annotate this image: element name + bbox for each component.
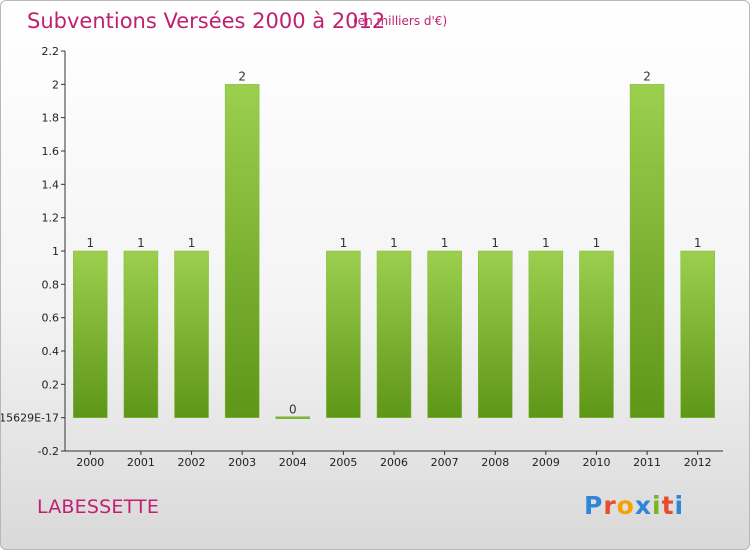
data-label-2003: 2 — [238, 69, 246, 83]
x-tick-label-2005: 2005 — [329, 456, 357, 469]
bar-2006 — [376, 250, 412, 418]
commune-name: LABESSETTE — [37, 496, 160, 518]
logo-letter: o — [616, 491, 635, 520]
x-tick-label-2001: 2001 — [127, 456, 155, 469]
bar-2009 — [528, 250, 564, 418]
bar-2004 — [275, 416, 311, 419]
data-label-2001: 1 — [137, 236, 145, 250]
bar-2007 — [427, 250, 462, 418]
data-label-2008: 1 — [491, 236, 499, 250]
x-tick-label-2008: 2008 — [481, 456, 509, 469]
bar-2012 — [680, 250, 715, 418]
y-tick-label: 1.2 — [42, 212, 60, 225]
y-tick-label: 2.2 — [42, 45, 60, 58]
y-tick-label: 1.4 — [42, 178, 60, 191]
y-tick-label: 0.6 — [42, 312, 60, 325]
y-tick-label: -15629E-17 — [1, 412, 59, 425]
logo-letter: P — [584, 491, 604, 520]
x-tick-label-2006: 2006 — [380, 456, 408, 469]
data-label-2012: 1 — [694, 236, 702, 250]
bar-2010 — [579, 250, 614, 418]
y-tick-label: -0.2 — [38, 445, 59, 458]
logo-letter: r — [603, 491, 617, 520]
x-tick-label-2011: 2011 — [633, 456, 661, 469]
y-tick-label: 2 — [52, 78, 59, 91]
y-tick-label: 0.4 — [42, 345, 60, 358]
x-tick-label-2004: 2004 — [279, 456, 307, 469]
bar-2008 — [477, 250, 513, 418]
logo-letter: i — [652, 491, 662, 520]
chart-unit-subtitle: (en milliers d'€) — [353, 14, 448, 28]
bar-2002 — [174, 250, 209, 418]
y-tick-label: 0.2 — [42, 378, 60, 391]
logo-letter: x — [634, 491, 652, 520]
proxiti-logo: Proxiti — [584, 491, 684, 520]
bar-2005 — [326, 250, 361, 418]
y-tick-label: 1.6 — [42, 145, 60, 158]
data-label-2005: 1 — [340, 236, 348, 250]
y-tick-label: 0.8 — [42, 278, 60, 291]
y-tick-label: 1 — [52, 245, 59, 258]
x-tick-label-2007: 2007 — [431, 456, 459, 469]
data-label-2010: 1 — [593, 236, 601, 250]
x-tick-label-2003: 2003 — [228, 456, 256, 469]
logo-letter: t — [661, 491, 675, 520]
data-label-2006: 1 — [390, 236, 398, 250]
data-label-2009: 1 — [542, 236, 550, 250]
chart-title: Subventions Versées 2000 à 2012 — [27, 9, 386, 33]
logo-letter: i — [674, 491, 685, 520]
x-tick-label-2009: 2009 — [532, 456, 560, 469]
x-tick-label-2000: 2000 — [76, 456, 104, 469]
bar-2011 — [629, 84, 665, 418]
data-label-2011: 2 — [643, 69, 651, 83]
x-tick-label-2002: 2002 — [178, 456, 206, 469]
bar-2003 — [224, 84, 260, 418]
bar-2001 — [123, 250, 159, 418]
data-label-2004: 0 — [289, 403, 297, 417]
x-tick-label-2010: 2010 — [582, 456, 610, 469]
data-label-2000: 1 — [86, 236, 94, 250]
y-tick-label: 1.8 — [42, 112, 60, 125]
bar-2000 — [73, 250, 108, 418]
data-label-2002: 1 — [188, 236, 196, 250]
data-label-2007: 1 — [441, 236, 449, 250]
x-tick-label-2012: 2012 — [684, 456, 712, 469]
